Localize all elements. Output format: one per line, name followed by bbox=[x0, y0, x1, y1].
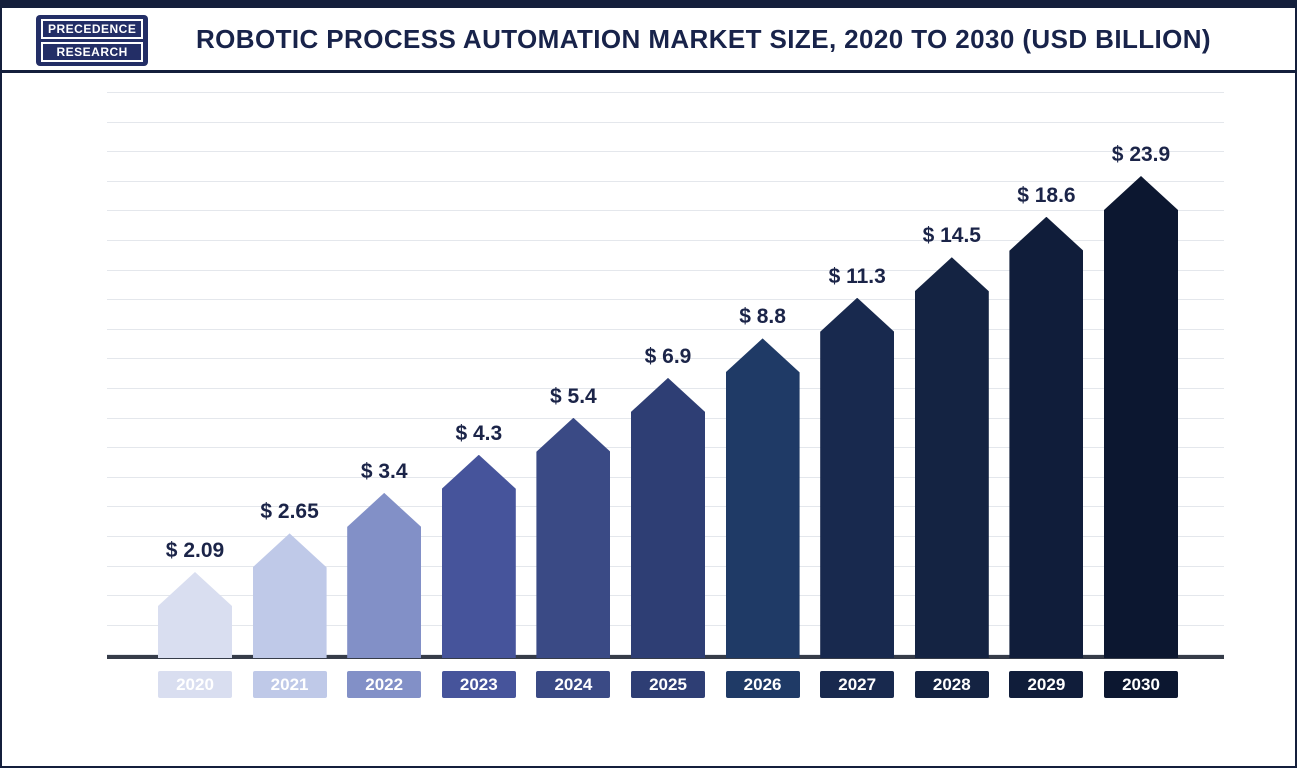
logo-line-2: RESEARCH bbox=[41, 42, 144, 62]
bar-2023 bbox=[441, 454, 516, 658]
bar-value-label-2027: $ 11.3 bbox=[828, 264, 886, 288]
gridline bbox=[107, 358, 1224, 360]
bar-value-label-2021: $ 2.65 bbox=[260, 500, 319, 524]
gridline bbox=[107, 92, 1224, 93]
bar-2028 bbox=[914, 257, 989, 658]
bar-value-label-2023: $ 4.3 bbox=[455, 421, 503, 445]
gridline bbox=[107, 299, 1224, 301]
bar-value-label-2022: $ 3.4 bbox=[360, 459, 408, 483]
x-tick-2026: 2026 bbox=[725, 671, 800, 698]
logo-line-1: PRECEDENCE bbox=[41, 19, 144, 39]
chart-header: PRECEDENCE RESEARCH ROBOTIC PROCESS AUTO… bbox=[2, 8, 1295, 73]
bar-value-label-2025: $ 6.9 bbox=[644, 344, 692, 368]
x-tick-2023: 2023 bbox=[441, 671, 516, 698]
bar-value-label-2029: $ 18.6 bbox=[1017, 183, 1076, 207]
chart-title: ROBOTIC PROCESS AUTOMATION MARKET SIZE, … bbox=[195, 23, 1211, 54]
bar-2021 bbox=[252, 533, 327, 658]
x-tick-2025: 2025 bbox=[631, 671, 705, 698]
bar-2025 bbox=[631, 377, 705, 658]
bar-value-label-2020: $ 2.09 bbox=[165, 539, 225, 562]
bar-2029 bbox=[1009, 216, 1084, 658]
x-tick-2029: 2029 bbox=[1009, 671, 1084, 698]
precedence-research-logo: PRECEDENCE RESEARCH bbox=[36, 15, 149, 66]
bar-value-label-2028: $ 14.5 bbox=[922, 224, 981, 248]
gridline bbox=[107, 210, 1224, 212]
x-tick-2024: 2024 bbox=[536, 671, 611, 698]
bar-value-label-2030: $ 23.9 bbox=[1111, 143, 1171, 166]
gridline bbox=[107, 240, 1224, 241]
bar-2026 bbox=[725, 338, 800, 658]
bar-value-label-2024: $ 5.4 bbox=[550, 384, 597, 408]
gridline bbox=[107, 121, 1224, 123]
x-tick-2027: 2027 bbox=[820, 671, 895, 698]
x-tick-2020: 2020 bbox=[158, 671, 232, 698]
x-tick-2028: 2028 bbox=[914, 671, 989, 698]
x-tick-2021: 2021 bbox=[252, 671, 327, 698]
gridline bbox=[107, 269, 1224, 271]
top-border-strip bbox=[2, 0, 1295, 8]
bar-value-label-2026: $ 8.8 bbox=[739, 305, 786, 329]
bar-2030 bbox=[1104, 176, 1178, 658]
gridline bbox=[107, 180, 1224, 182]
x-tick-2030: 2030 bbox=[1104, 671, 1178, 698]
bar-2022 bbox=[347, 492, 422, 658]
bar-2024 bbox=[536, 417, 611, 658]
bar-2027 bbox=[820, 297, 895, 658]
gridline bbox=[107, 328, 1224, 330]
x-tick-2022: 2022 bbox=[347, 671, 422, 698]
gridline bbox=[107, 151, 1224, 153]
bar-2020 bbox=[158, 572, 232, 658]
